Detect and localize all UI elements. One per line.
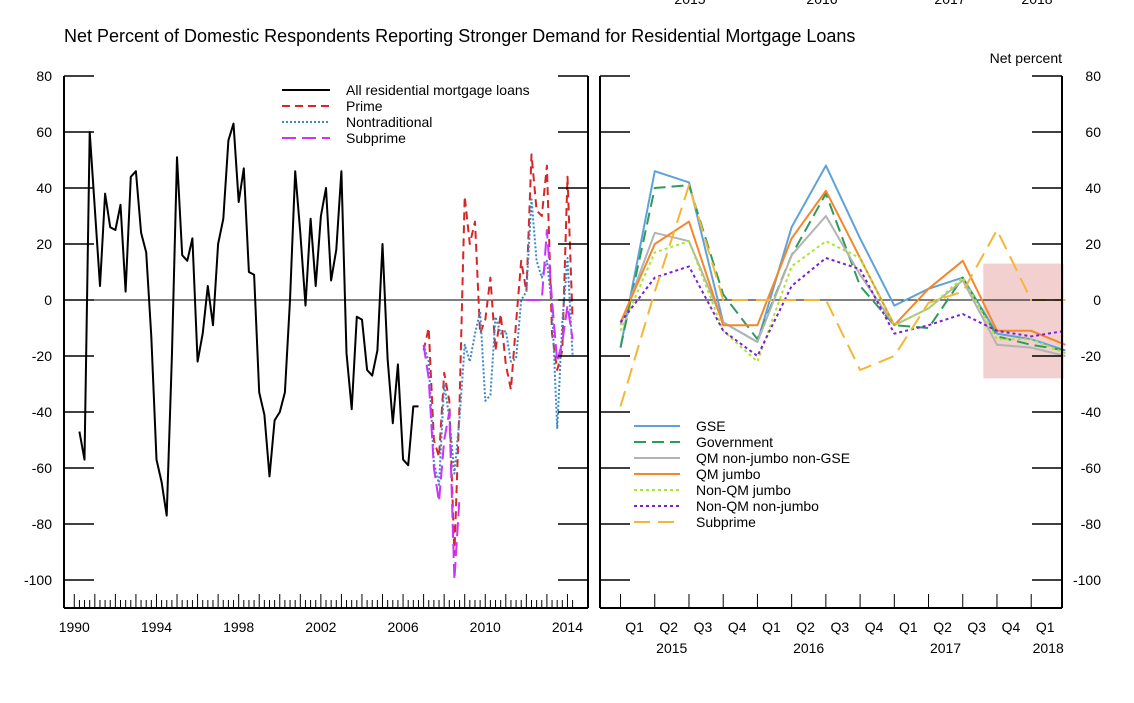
highlight-region: [983, 263, 1064, 379]
y-tick-label: 0: [1093, 292, 1101, 308]
legend-label: Subprime: [346, 130, 406, 146]
y-tick-label: -100: [24, 572, 52, 588]
series-line-0: [78, 122, 419, 517]
left-axes-layer: 80 60 40 20 0 -20 -40 -60 -80 -100 1990 1994 1998 200…: [24, 68, 589, 635]
x-tick-label: 1994: [141, 619, 172, 635]
x-tick-label: Q3: [694, 619, 713, 635]
top-year-label: 2015: [674, 0, 705, 7]
right-axes-layer: 80 60 40 20 0 -20 -40 -60 -80 -100 Q1 Q2 Q3 Q4 Q1 Q2 Q3 Q…: [599, 68, 1101, 656]
legend-label: Non-QM non-jumbo: [696, 498, 819, 514]
top-year-label: 2018: [1021, 0, 1052, 7]
legend-label: Non-QM jumbo: [696, 482, 791, 498]
y-tick-label: -40: [32, 404, 52, 420]
y-tick-label: 0: [44, 292, 52, 308]
year-label: 2017: [930, 640, 961, 656]
chart-title: Net Percent of Domestic Respondents Repo…: [64, 26, 855, 46]
x-tick-label: Q1: [1036, 619, 1055, 635]
x-tick-label: 2006: [387, 619, 418, 635]
right-panel: 80 60 40 20 0 -20 -40 -60 -80 -100 Q1 Q2 Q3 Q4 Q1 Q2 Q3 Q…: [599, 68, 1101, 656]
x-tick-label: Q1: [625, 619, 644, 635]
x-tick-label: Q2: [659, 619, 678, 635]
y-axis-label: Net percent: [990, 50, 1062, 66]
x-tick-label: 1990: [59, 619, 90, 635]
y-tick-label: -20: [1081, 348, 1101, 364]
y-tick-label: 80: [36, 68, 52, 84]
series-line-2: [422, 198, 574, 486]
x-tick-label: Q4: [1002, 619, 1021, 635]
legend-label: All residential mortgage loans: [346, 82, 530, 98]
legend-label: Nontraditional: [346, 114, 432, 130]
y-tick-label: 80: [1085, 68, 1101, 84]
x-tick-label: Q3: [967, 619, 986, 635]
legend-label: GSE: [696, 418, 726, 434]
x-tick-label: Q2: [796, 619, 815, 635]
right-background-layer: [600, 263, 1064, 379]
legend-label: QM non-jumbo non-GSE: [696, 450, 850, 466]
series-line-3: [619, 189, 1066, 346]
series-line-4: [619, 240, 1066, 363]
y-tick-label: 20: [1085, 236, 1101, 252]
top-year-label: 2016: [806, 0, 837, 7]
y-tick-label: 60: [1085, 124, 1101, 140]
x-tick-label: Q1: [762, 619, 781, 635]
series-line-1: [422, 153, 574, 556]
top-clipped-years: 2015 2016 2017 2018: [674, 0, 1052, 7]
left-panel: 80 60 40 20 0 -20 -40 -60 -80 -100 1990 1994 1998 200…: [24, 68, 589, 635]
series-line-3: [422, 229, 574, 581]
legend-label: QM jumbo: [696, 466, 761, 482]
x-tick-label: Q3: [831, 619, 850, 635]
left-series-layer: [78, 122, 574, 581]
y-tick-label: -80: [1081, 516, 1101, 532]
y-tick-label: -100: [1073, 572, 1101, 588]
y-tick-label: -60: [1081, 460, 1101, 476]
legend-label: Subprime: [696, 514, 756, 530]
x-tick-label: Q4: [728, 619, 747, 635]
y-tick-label: -40: [1081, 404, 1101, 420]
y-tick-label: 20: [36, 236, 52, 252]
left-legend: All residential mortgage loansPrimeNontr…: [282, 82, 530, 146]
y-tick-label: 40: [1085, 180, 1101, 196]
y-tick-label: -80: [32, 516, 52, 532]
y-tick-label: 60: [36, 124, 52, 140]
year-label: 2015: [656, 640, 687, 656]
legend-label: Prime: [346, 98, 383, 114]
y-tick-label: -20: [32, 348, 52, 364]
y-tick-label: -60: [32, 460, 52, 476]
x-tick-label: Q2: [933, 619, 952, 635]
top-year-label: 2017: [934, 0, 965, 7]
year-label: 2018: [1033, 640, 1064, 656]
x-tick-label: Q1: [899, 619, 918, 635]
series-line-5: [619, 257, 1066, 357]
x-tick-label: Q4: [865, 619, 884, 635]
x-tick-label: 1998: [223, 619, 254, 635]
x-tick-label: 2014: [552, 619, 583, 635]
y-tick-label: 40: [36, 180, 52, 196]
x-tick-label: 2010: [470, 619, 501, 635]
right-series-layer: [619, 164, 1066, 407]
series-line-6: [619, 184, 1066, 407]
legend-label: Government: [696, 434, 773, 450]
year-label: 2016: [793, 640, 824, 656]
series-line-2: [619, 215, 1066, 357]
x-tick-label: 2002: [305, 619, 336, 635]
